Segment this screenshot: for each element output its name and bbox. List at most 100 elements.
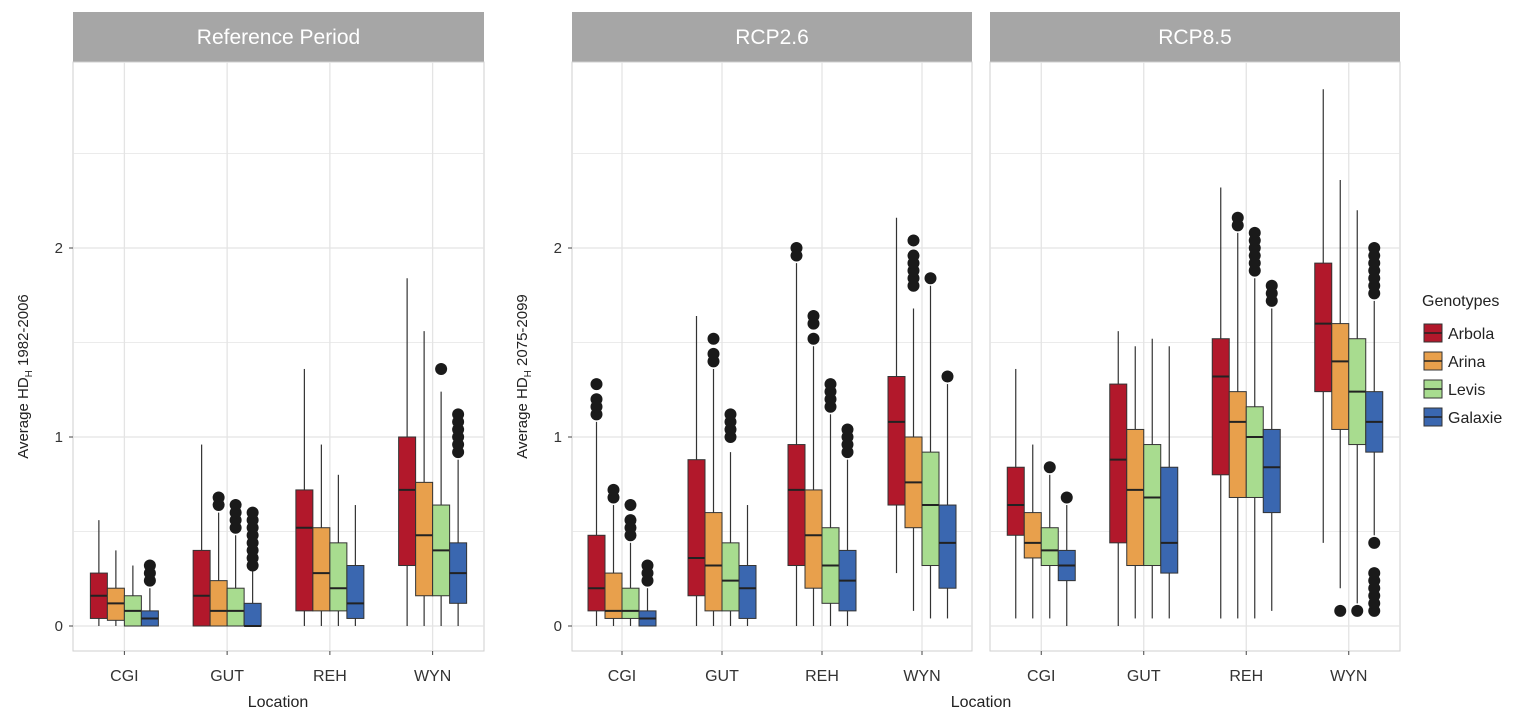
plot-area (571, 61, 973, 652)
box-body (938, 504, 957, 589)
outlier-point (1231, 211, 1244, 224)
box-body (1126, 428, 1145, 567)
legend-item-arina: Arina (1423, 351, 1485, 371)
box-cgi-levis (621, 499, 640, 626)
box-gut-galaxie (1160, 346, 1179, 619)
box-cgi-galaxie (638, 559, 657, 627)
y-axis-title: Average HDH 1982-2006 (15, 294, 35, 459)
box-reh-arbola (295, 368, 314, 626)
box-wyn-arbola (398, 278, 417, 626)
box-gut-levis (226, 499, 245, 627)
outlier-point (607, 483, 620, 496)
legend-label: Arbola (1448, 326, 1494, 343)
outlier-point (1043, 461, 1056, 474)
box-body (1262, 428, 1281, 514)
x-tick-label: WYN (1330, 668, 1367, 685)
box-body (312, 527, 331, 612)
legend-item-levis: Levis (1423, 379, 1485, 399)
box-gut-levis (721, 408, 740, 626)
box-reh-levis (1245, 226, 1264, 619)
x-tick-label: WYN (414, 668, 451, 685)
box-body (1314, 262, 1333, 393)
box-body (738, 565, 757, 619)
y-tick-label: 1 (55, 429, 63, 446)
box-cgi-galaxie (1057, 491, 1076, 626)
strip-label: RCP8.5 (1158, 26, 1232, 49)
outlier-point (1248, 226, 1261, 239)
outlier-point (807, 332, 820, 345)
outlier-point (824, 378, 837, 391)
box-cgi-arina (1023, 444, 1042, 619)
box-reh-arbola (787, 242, 806, 626)
box-body (209, 580, 228, 627)
y-tick-label: 2 (55, 240, 63, 257)
box-reh-arina (1228, 211, 1247, 619)
outlier-point (1368, 567, 1381, 580)
y-axis-title-subscript: H (24, 370, 35, 377)
box-body (787, 444, 806, 567)
outlier-point (212, 491, 225, 504)
strip-label: RCP2.6 (735, 26, 809, 49)
y-tick-label: 0 (554, 618, 562, 635)
box-gut-arina (704, 332, 723, 626)
y-tick-label: 1 (554, 429, 562, 446)
outlier-point (1265, 279, 1278, 292)
outlier-point (1060, 491, 1073, 504)
box-body (1228, 391, 1247, 498)
x-tick-label: GUT (1127, 668, 1161, 685)
outlier-point (707, 332, 720, 345)
box-wyn-levis (432, 362, 451, 626)
outlier-point (807, 310, 820, 323)
box-cgi-arbola (1006, 368, 1025, 619)
box-body (1211, 338, 1230, 476)
box-body (1109, 383, 1128, 544)
outlier-point (143, 559, 156, 572)
x-tick-label: CGI (1027, 668, 1055, 685)
outlier-point (435, 362, 448, 375)
outlier-point (1368, 242, 1381, 254)
outlier-point (1334, 604, 1347, 617)
y-axis-title-subscript: H (523, 370, 534, 377)
outlier-point (624, 514, 637, 527)
box-cgi-arina (604, 483, 623, 626)
legend-title: Genotypes (1422, 293, 1499, 310)
outlier-point (907, 234, 920, 247)
x-tick-label: REH (313, 668, 347, 685)
legend-label: Levis (1448, 382, 1485, 399)
x-tick-label: WYN (903, 668, 940, 685)
box-body (329, 542, 348, 612)
box-reh-arina (804, 310, 823, 626)
outlier-point (246, 506, 259, 519)
y-tick-label: 2 (554, 240, 562, 257)
x-tick-label: REH (805, 668, 839, 685)
outlier-point (1351, 604, 1364, 617)
legend-label: Galaxie (1448, 410, 1502, 427)
box-body (1006, 466, 1025, 536)
box-wyn-galaxie (449, 408, 468, 626)
box-body (1023, 512, 1042, 559)
box-body (887, 376, 906, 506)
box-cgi-arbola (587, 378, 606, 626)
box-wyn-galaxie (938, 370, 957, 619)
outlier-point (229, 499, 242, 512)
outlier-point (590, 393, 603, 406)
outlier-point (1368, 536, 1381, 549)
box-wyn-galaxie (1365, 242, 1384, 617)
box-wyn-arbola (1314, 89, 1333, 543)
box-body (587, 534, 606, 612)
legend-item-arbola: Arbola (1423, 323, 1494, 343)
panel-rcp26: RCP2.6 0 1 2 Average HDH 2075-2099 CGI GUT REH W… (514, 12, 1011, 711)
box-body (398, 436, 417, 567)
outlier-point (841, 423, 854, 436)
x-tick-label: CGI (608, 668, 636, 685)
strip-label: Reference Period (197, 26, 360, 49)
y-tick-label: 0 (55, 618, 63, 635)
outlier-point (452, 408, 465, 421)
strip-background (572, 12, 972, 62)
box-body (1040, 527, 1059, 567)
box-body (415, 481, 434, 597)
box-body (243, 602, 262, 627)
box-body (921, 451, 940, 567)
box-cgi-levis (123, 565, 142, 627)
